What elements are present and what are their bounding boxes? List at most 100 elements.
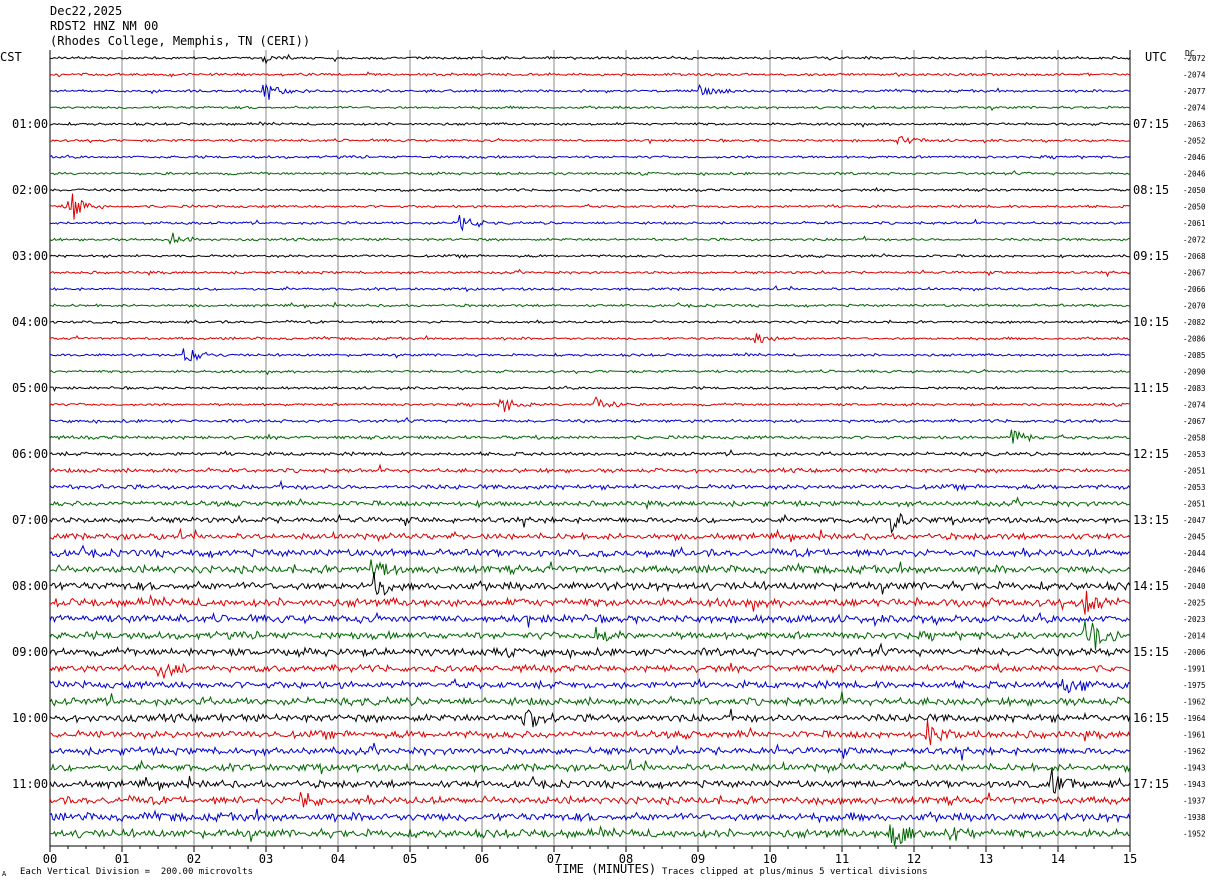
utc-hour-label: 09:15: [1133, 249, 1169, 263]
seismic-trace: [49, 214, 1131, 232]
cst-hour-label: 10:00: [12, 711, 48, 725]
utc-hour-label: 14:15: [1133, 579, 1169, 593]
seismic-trace: [49, 448, 1131, 457]
seismic-trace: [49, 396, 1131, 412]
dc-offset-label: -2051: [1183, 467, 1206, 476]
seismic-trace: [49, 742, 1131, 761]
seismic-trace: [49, 333, 1131, 344]
x-tick-label: 05: [403, 852, 417, 866]
seismic-trace: [49, 479, 1131, 492]
dc-offset-label: -2063: [1183, 120, 1206, 129]
dc-offset-label: -2040: [1183, 582, 1206, 591]
utc-hour-label: 07:15: [1133, 117, 1169, 131]
seismic-trace: [49, 662, 1131, 679]
dc-offset-label: -2072: [1183, 54, 1206, 63]
x-tick-label: 04: [331, 852, 345, 866]
seismic-trace: [49, 232, 1131, 246]
right-zone-label: UTC: [1145, 50, 1167, 64]
dc-offset-label: -2053: [1183, 450, 1206, 459]
utc-hour-label: 11:15: [1133, 381, 1169, 395]
x-tick-label: 09: [691, 852, 705, 866]
x-tick-label: 12: [907, 852, 921, 866]
dc-offset-label: -2047: [1183, 516, 1206, 525]
dc-offset-label: -2090: [1183, 368, 1206, 377]
dc-offset-label: -2067: [1183, 417, 1206, 426]
seismic-trace: [49, 642, 1131, 660]
seismic-trace: [49, 808, 1131, 824]
seismic-trace: [49, 186, 1131, 193]
cst-hour-label: 06:00: [12, 447, 48, 461]
dc-offset-label: -1962: [1183, 698, 1206, 707]
utc-hour-label: 16:15: [1133, 711, 1169, 725]
dc-offset-label: -2046: [1183, 153, 1206, 162]
left-zone-label: CST: [0, 50, 22, 64]
dc-offset-label: -1961: [1183, 731, 1206, 740]
dc-offset-label: -2077: [1183, 87, 1206, 96]
seismic-trace: [49, 416, 1131, 425]
dc-offset-label: -2058: [1183, 434, 1206, 443]
dc-offset-label: -1937: [1183, 797, 1206, 806]
dc-offset-label: -1938: [1183, 813, 1206, 822]
x-tick-label: 11: [835, 852, 849, 866]
dc-offset-label: -2070: [1183, 302, 1206, 311]
x-tick-label: 10: [763, 852, 777, 866]
cst-hour-label: 04:00: [12, 315, 48, 329]
x-tick-label: 08: [619, 852, 633, 866]
seismic-trace: [49, 768, 1131, 794]
cst-hour-label: 02:00: [12, 183, 48, 197]
x-tick-label: 01: [115, 852, 129, 866]
dc-offset-label: -2050: [1183, 186, 1206, 195]
dc-offset-label: -1991: [1183, 665, 1206, 674]
dc-offset-label: -2082: [1183, 318, 1206, 327]
seismic-trace: [49, 527, 1131, 543]
utc-hour-label: 17:15: [1133, 777, 1169, 791]
dc-offset-label: -2074: [1183, 71, 1206, 80]
seismic-trace: [49, 708, 1131, 728]
dc-offset-label: -2052: [1183, 137, 1206, 146]
dc-offset-label: -2014: [1183, 632, 1206, 641]
seismic-trace: [49, 572, 1131, 596]
cst-hour-label: 01:00: [12, 117, 48, 131]
utc-hour-label: 15:15: [1133, 645, 1169, 659]
seismic-trace: [49, 544, 1131, 559]
location-label: (Rhodes College, Memphis, TN (CERI)): [50, 34, 311, 48]
dc-offset-label: -2074: [1183, 104, 1206, 113]
x-tick-label: 13: [979, 852, 993, 866]
dc-offset-label: -2044: [1183, 549, 1206, 558]
cst-hour-label: 11:00: [12, 777, 48, 791]
dc-offset-label: -2006: [1183, 648, 1206, 657]
dc-offset-label: -1943: [1183, 764, 1206, 773]
seismic-trace: [49, 193, 1131, 220]
seismic-trace: [49, 170, 1131, 177]
seismic-trace: [49, 385, 1131, 393]
seismic-trace: [49, 253, 1131, 259]
seismic-trace: [49, 512, 1131, 534]
dc-offset-label: -1952: [1183, 830, 1206, 839]
station-label: RDST2 HNZ NM 00: [50, 19, 159, 33]
dc-offset-label: -2066: [1183, 285, 1206, 294]
seismic-trace: [49, 268, 1131, 278]
utc-hour-label: 10:15: [1133, 315, 1169, 329]
dc-offset-label: -2085: [1183, 351, 1206, 360]
seismic-trace: [49, 611, 1131, 628]
x-tick-label: 06: [475, 852, 489, 866]
seismic-trace: [49, 691, 1131, 708]
date-label: Dec22,2025: [50, 4, 123, 18]
seismic-trace: [49, 496, 1131, 511]
seismic-trace: [49, 348, 1131, 362]
seismic-trace: [49, 154, 1131, 160]
seismic-trace: [49, 429, 1131, 444]
seismic-trace: [49, 620, 1131, 651]
seismic-trace: [49, 285, 1131, 293]
x-axis-title: TIME (MINUTES): [555, 862, 657, 876]
seismic-trace: [49, 677, 1131, 694]
dc-offset-label: -2061: [1183, 219, 1206, 228]
seismic-trace: [49, 319, 1131, 325]
seismic-trace: [49, 105, 1131, 112]
x-tick-label: 00: [43, 852, 57, 866]
dc-offset-label: -2050: [1183, 203, 1206, 212]
utc-hour-label: 08:15: [1133, 183, 1169, 197]
seismic-trace: [49, 121, 1131, 128]
x-tick-label: 15: [1123, 852, 1137, 866]
